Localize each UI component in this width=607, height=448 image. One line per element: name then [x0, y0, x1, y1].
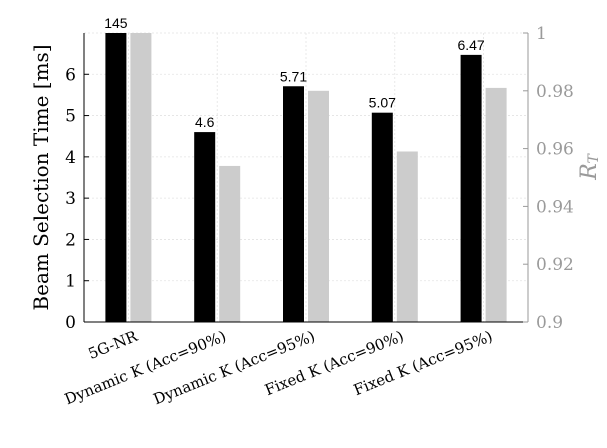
bar-rt [396, 151, 418, 322]
y-axis-label-right: R [577, 163, 602, 181]
y-tick-label-left: 3 [65, 189, 76, 209]
y-tick-label-right: 0.96 [536, 140, 574, 160]
bar-time [460, 54, 482, 322]
y-tick-label-right: 0.92 [536, 255, 574, 275]
data-label: 6.47 [457, 37, 484, 53]
bar-time [371, 112, 393, 322]
bar-time [105, 33, 127, 322]
y-tick-label-left: 0 [65, 313, 76, 333]
y-tick-label-left: 4 [65, 148, 76, 168]
y-tick-label-right: 0.9 [536, 313, 563, 333]
y-axis-label-right-subscript: T [586, 153, 602, 164]
y-tick-label-left: 2 [65, 230, 76, 250]
bar-time [283, 86, 304, 322]
y-tick-label-right: 0.94 [536, 197, 574, 217]
bar-time [194, 132, 216, 322]
axes [83, 32, 529, 323]
x-tick-label: Dynamic K (Acc=90%) [62, 327, 229, 408]
y-tick-label-left: 6 [65, 65, 76, 85]
bar-rt [219, 165, 241, 322]
y-tick-label-right: 0.98 [536, 82, 574, 102]
grid-lines [84, 32, 528, 323]
data-label: 5.07 [369, 95, 396, 111]
data-label: 4.6 [195, 114, 215, 130]
data-label: 145 [104, 15, 128, 31]
y-tick-label-left: 5 [65, 107, 76, 127]
bar-rt [130, 33, 152, 322]
x-tick-label: Dynamic K (Acc=95%) [151, 327, 318, 408]
bar-rt [485, 87, 507, 322]
x-tick-label: 5G-NR [86, 327, 141, 363]
bar-rt [308, 90, 329, 322]
bars [105, 33, 507, 322]
y-tick-label-right: 1 [536, 24, 547, 44]
data-label: 5.71 [280, 68, 307, 84]
y-tick-label-left: 1 [65, 272, 76, 292]
y-axis-label-left: Beam Selection Time [ms] [29, 44, 53, 310]
